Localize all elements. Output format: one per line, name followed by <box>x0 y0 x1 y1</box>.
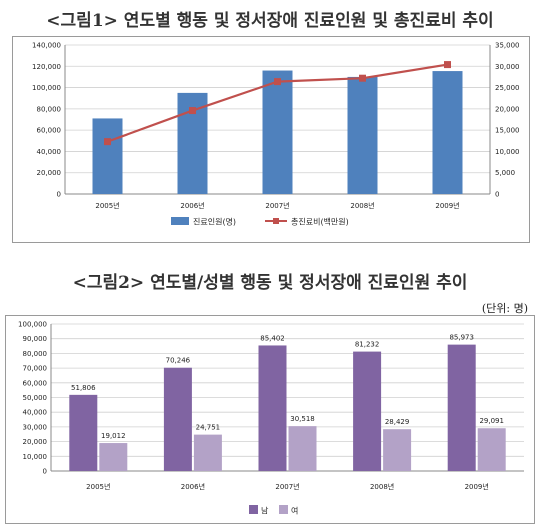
bar-patients <box>432 71 463 194</box>
point-cost <box>359 74 366 82</box>
y-tick-label: 0 <box>43 468 47 476</box>
data-label-male: 70,246 <box>166 357 191 365</box>
data-label-female: 29,091 <box>479 417 504 425</box>
y2-tick-label: 25,000 <box>495 84 520 92</box>
y-tick-label: 80,000 <box>23 350 48 358</box>
unit-label: (단위: 명) <box>481 302 528 315</box>
point-cost <box>104 138 111 146</box>
x-tick-label: 2009년 <box>465 482 489 491</box>
legend-label-male: 남 <box>261 507 269 516</box>
bar-male <box>353 351 382 471</box>
data-label-male: 81,232 <box>355 341 380 349</box>
x-tick-label: 2008년 <box>350 201 374 210</box>
bar-male <box>163 367 192 471</box>
data-label-female: 28,429 <box>385 418 410 426</box>
bar-female <box>288 426 317 471</box>
bar-patients <box>347 76 378 194</box>
legend-swatch-patients <box>171 217 189 225</box>
chart2-frame: 0 10,000 20,000 30,000 40,000 50,000 60,000 70,… <box>5 315 535 524</box>
data-label-female: 24,751 <box>196 424 221 432</box>
y-tick-label: 70,000 <box>23 365 48 373</box>
x-tick-label: 2008년 <box>370 482 394 491</box>
x-tick-label: 2005년 <box>95 201 119 210</box>
data-label-female: 30,518 <box>290 415 315 423</box>
y-tick-label: 60,000 <box>23 379 48 387</box>
y2-tick-label: 20,000 <box>495 105 520 113</box>
bar-female <box>383 429 412 471</box>
y-tick-label: 20,000 <box>23 438 48 446</box>
x-tick-label: 2007년 <box>265 201 289 210</box>
x-tick-label: 2007년 <box>275 482 299 491</box>
x-tick-label: 2005년 <box>86 482 110 491</box>
legend-swatch-male <box>249 505 258 514</box>
y-tick-label: 50,000 <box>23 394 48 402</box>
y-tick-label: 0 <box>57 191 61 199</box>
bar-patients <box>262 70 293 194</box>
legend-label-female: 여 <box>291 506 298 516</box>
x-tick-label: 2009년 <box>435 201 459 210</box>
y2-tick-label: 5,000 <box>495 169 515 177</box>
point-cost <box>274 78 281 86</box>
data-label-male: 85,973 <box>449 334 474 342</box>
y-tick-label: 10,000 <box>23 453 48 461</box>
y-tick-label: 60,000 <box>37 127 62 135</box>
y2-tick-label: 0 <box>495 191 499 199</box>
chart1-svg: 0 20,000 40,000 60,000 80,000 100,000 120,000 1… <box>32 42 520 227</box>
y-tick-label: 140,000 <box>32 42 61 50</box>
y-tick-label: 40,000 <box>23 409 48 417</box>
y-tick-label: 90,000 <box>23 335 48 343</box>
bar-male <box>258 345 287 471</box>
y-tick-label: 100,000 <box>18 321 47 329</box>
y-tick-label: 20,000 <box>37 169 62 177</box>
bar-female <box>477 428 506 471</box>
bar-male <box>69 394 98 471</box>
legend-swatch-female <box>279 505 288 514</box>
bar-male <box>447 344 476 471</box>
legend-marker-cost <box>273 218 279 224</box>
data-label-male: 51,806 <box>71 384 96 392</box>
chart1-frame: 0 20,000 40,000 60,000 80,000 100,000 120,000 1… <box>12 36 530 243</box>
legend-label-cost: 총진료비(백만원) <box>291 217 349 227</box>
y-tick-label: 30,000 <box>23 423 48 431</box>
y2-tick-label: 10,000 <box>495 148 520 156</box>
bar-female <box>99 443 128 471</box>
point-cost <box>444 61 451 69</box>
x-tick-label: 2006년 <box>180 201 204 210</box>
y2-tick-label: 35,000 <box>495 42 520 50</box>
y-tick-label: 80,000 <box>37 105 62 113</box>
bar-patients <box>92 118 123 194</box>
chart2-svg: 0 10,000 20,000 30,000 40,000 50,000 60,000 70,… <box>18 321 524 516</box>
data-label-male: 85,402 <box>260 334 285 342</box>
y-tick-label: 100,000 <box>32 84 61 92</box>
y2-tick-label: 15,000 <box>495 127 520 135</box>
y2-tick-label: 30,000 <box>495 63 520 71</box>
legend-label-patients: 진료인원(명) <box>193 217 236 227</box>
x-tick-label: 2006년 <box>181 482 205 491</box>
figure2-title: <그림2> 연도별/성별 행동 및 정서장애 진료인원 추이 <box>72 273 468 293</box>
y-tick-label: 40,000 <box>37 148 62 156</box>
bar-female <box>193 434 222 471</box>
point-cost <box>189 107 196 115</box>
data-label-female: 19,012 <box>101 432 126 440</box>
figure1-title: <그림1> 연도별 행동 및 정서장애 진료인원 및 총진료비 추이 <box>46 11 494 31</box>
y-tick-label: 120,000 <box>32 63 61 71</box>
